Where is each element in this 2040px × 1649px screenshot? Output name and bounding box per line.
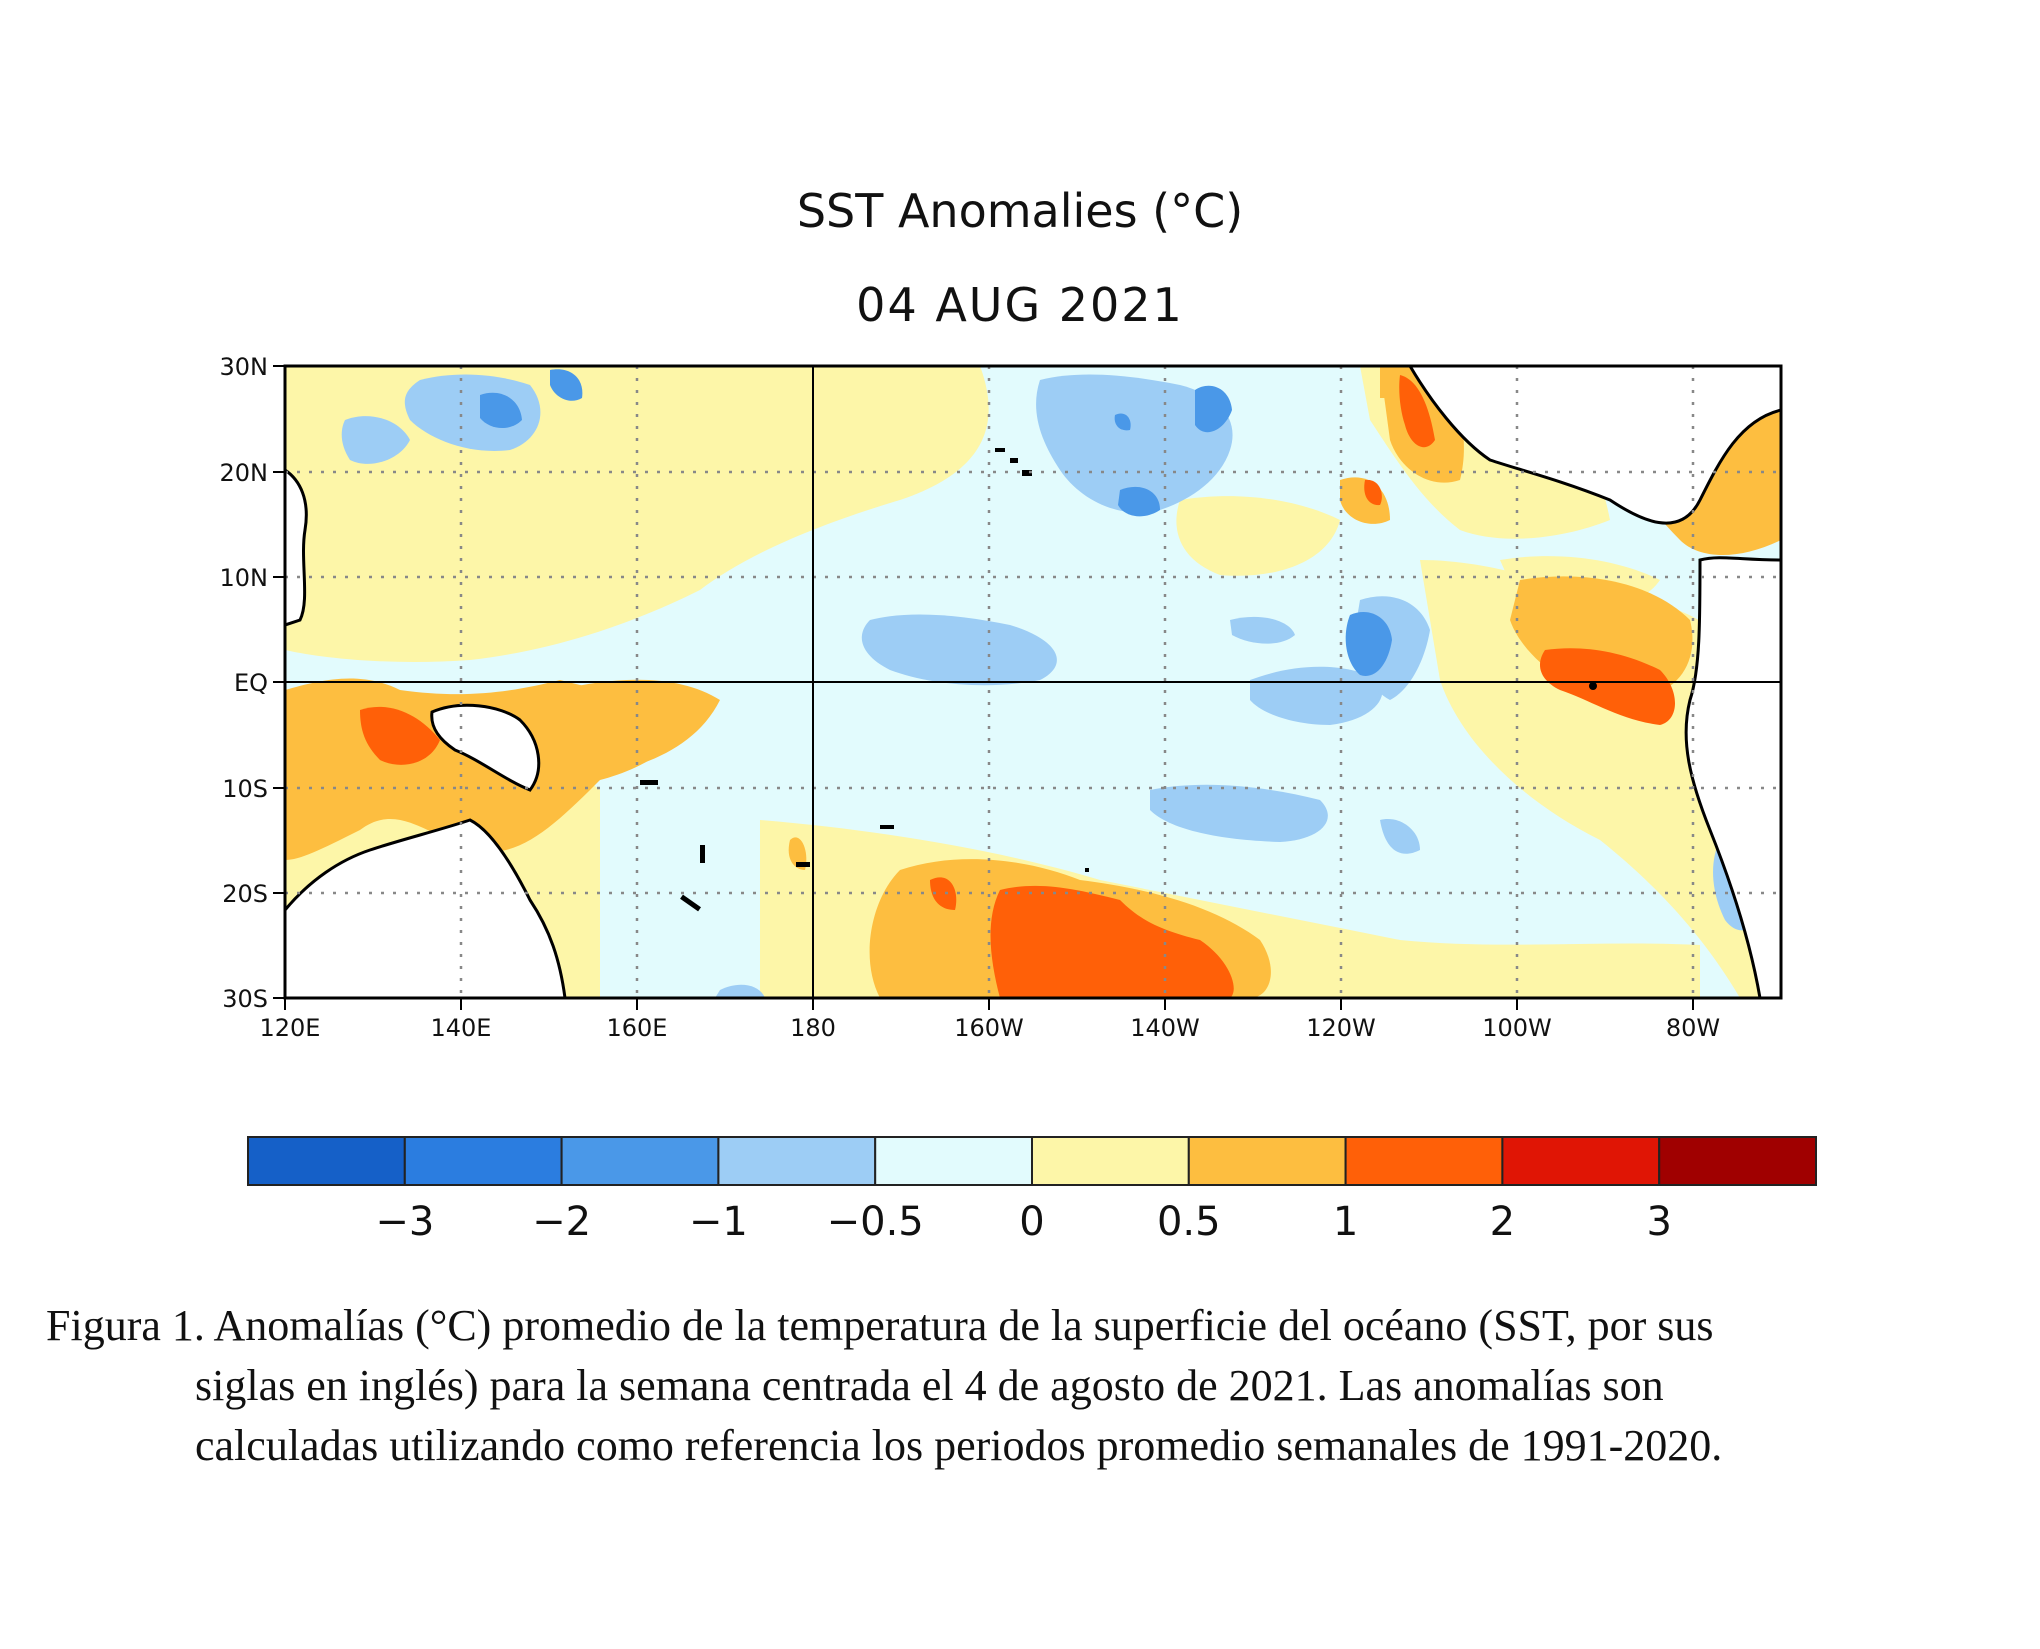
colorbar-swatch: [247, 1136, 406, 1186]
lon-label: 180: [790, 1014, 836, 1042]
map-title: SST Anomalies (°C): [796, 184, 1244, 238]
colorbar-label: 0: [1019, 1199, 1044, 1245]
hawaii-island: [1010, 458, 1018, 463]
hawaii-island: [995, 448, 1005, 452]
colorbar-swatch: [717, 1136, 877, 1186]
lon-label: 140E: [431, 1014, 492, 1042]
north-america-land: [1380, 366, 1781, 525]
south-america-land: [1684, 556, 1781, 998]
latitude-labels: 30N 20N 10N EQ 10S 20S 30S: [220, 353, 269, 1013]
colorbar-swatch: [1344, 1136, 1504, 1186]
lat-label: 20N: [220, 459, 269, 487]
lon-label: 160W: [954, 1014, 1024, 1042]
vanuatu-island: [700, 845, 705, 863]
longitude-labels: 120E 140E 160E 180 160W 140W 120W 100W 8…: [260, 1014, 1721, 1042]
lat-label: EQ: [234, 669, 268, 697]
colorbar-swatch: [1031, 1136, 1190, 1186]
colorbar-label: −0.5: [827, 1199, 924, 1245]
galapagos-island: [1589, 682, 1597, 690]
new-guinea-land: [430, 703, 541, 792]
lon-label: 140W: [1130, 1014, 1200, 1042]
colorbar-label: 2: [1490, 1199, 1515, 1245]
lon-label: 80W: [1666, 1014, 1720, 1042]
map-plot-area: [285, 366, 1781, 998]
figure-caption-line: Figura 1. Anomalías (°C) promedio de la …: [46, 1301, 1714, 1350]
weak-cool-layer: [341, 374, 1770, 998]
new-caledonia-island: [680, 894, 701, 912]
tahiti-island: [1085, 868, 1089, 872]
solomon-islands: [640, 780, 658, 785]
colorbar-swatch: [403, 1136, 563, 1186]
colorbar-label: −2: [532, 1199, 591, 1245]
colorbar-label: 0.5: [1157, 1199, 1221, 1245]
colorbar-swatch: [560, 1136, 720, 1186]
land-masses: [285, 366, 1781, 998]
lat-label: 30N: [220, 353, 269, 381]
lon-label: 120W: [1306, 1014, 1376, 1042]
colorbar-label: 3: [1646, 1199, 1671, 1245]
lon-label: 100W: [1482, 1014, 1552, 1042]
australia-land: [285, 818, 567, 998]
philippines-land: [285, 468, 308, 627]
map-date: 04 AUG 2021: [856, 278, 1184, 332]
hawaii-island: [1022, 470, 1032, 476]
lon-label: 120E: [260, 1014, 321, 1042]
lat-label: 10N: [220, 564, 269, 592]
moderate-cool-layer: [480, 369, 1392, 676]
strong-warm-layer: [360, 375, 1675, 998]
lat-label: 20S: [222, 880, 268, 908]
colorbar-swatch: [1658, 1136, 1817, 1186]
colorbar-label: −3: [375, 1199, 434, 1245]
colorbar-label: 1: [1333, 1199, 1358, 1245]
fiji-island: [796, 862, 810, 867]
colorbar-swatch: [1501, 1136, 1661, 1186]
colorbar-label: −1: [689, 1199, 748, 1245]
lon-label: 160E: [607, 1014, 668, 1042]
colorbar: −3 −2 −1 −0.5 0 0.5 1 2 3: [247, 1136, 1817, 1245]
colorbar-swatch: [874, 1136, 1034, 1186]
samoa-island: [880, 825, 894, 829]
figure-caption-line: siglas en inglés) para la semana centrad…: [195, 1361, 1664, 1410]
lat-label: 30S: [222, 985, 268, 1013]
colorbar-swatch: [1187, 1136, 1347, 1186]
figure-caption-line: calculadas utilizando como referencia lo…: [195, 1421, 1723, 1470]
lat-label: 10S: [222, 775, 268, 803]
pacific-islands: [640, 448, 1597, 912]
axis-ticks: [273, 365, 1694, 1010]
